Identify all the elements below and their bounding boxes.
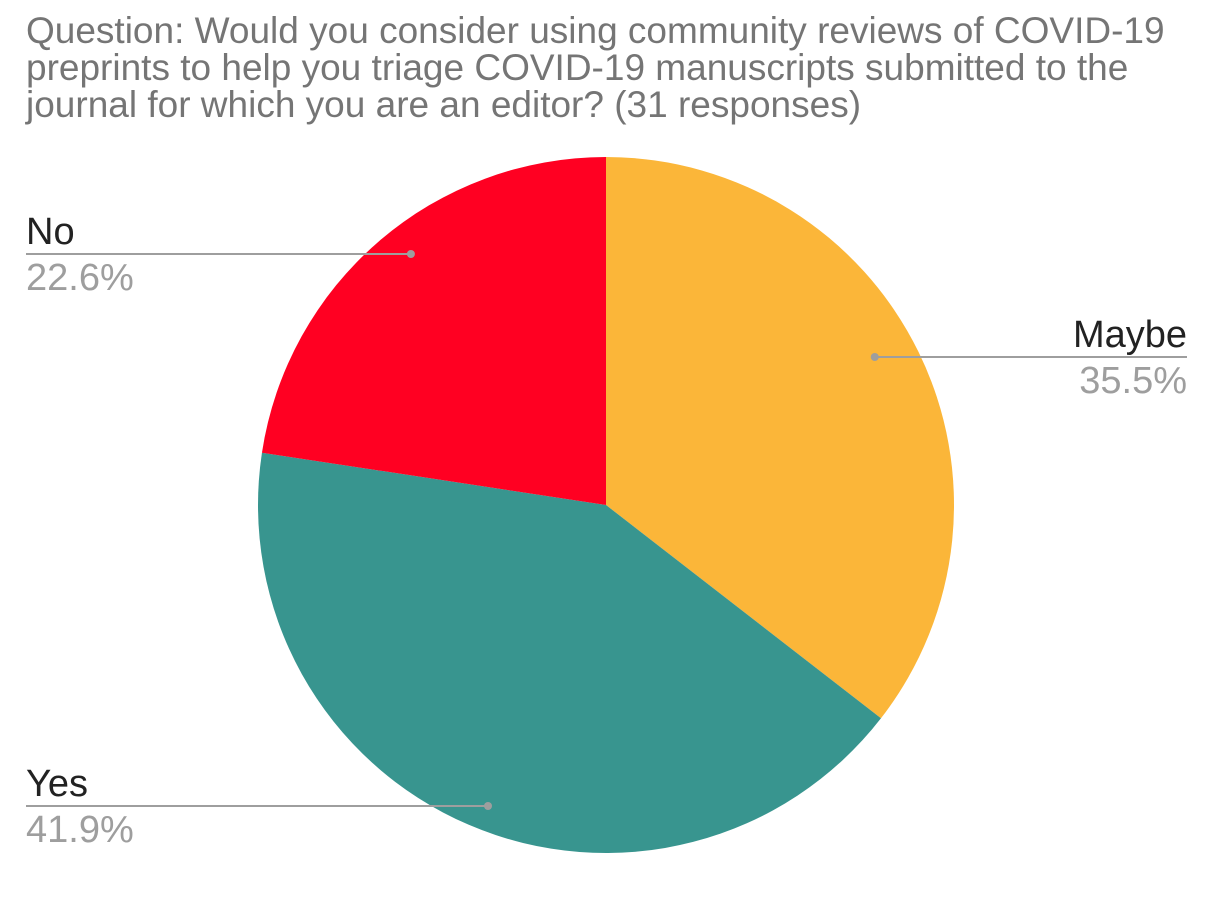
slice-value-maybe: 35.5% — [1079, 360, 1187, 402]
slice-value-no: 22.6% — [26, 257, 134, 299]
pie-slice-yes — [257, 452, 881, 853]
slice-label-no: No — [26, 211, 75, 253]
slice-value-yes: 41.9% — [26, 809, 134, 851]
slice-label-maybe: Maybe — [1073, 314, 1187, 356]
chart-title: Question: Would you consider using commu… — [26, 10, 1165, 125]
slice-label-yes: Yes — [26, 763, 88, 805]
leader-dot-no — [406, 250, 415, 258]
leader-lines — [26, 250, 1187, 810]
pie-slices — [257, 157, 954, 853]
pie-slice-no — [261, 157, 606, 505]
leader-dot-yes — [484, 802, 493, 810]
pie-slice-maybe — [606, 157, 954, 719]
leader-dot-maybe — [870, 353, 879, 361]
